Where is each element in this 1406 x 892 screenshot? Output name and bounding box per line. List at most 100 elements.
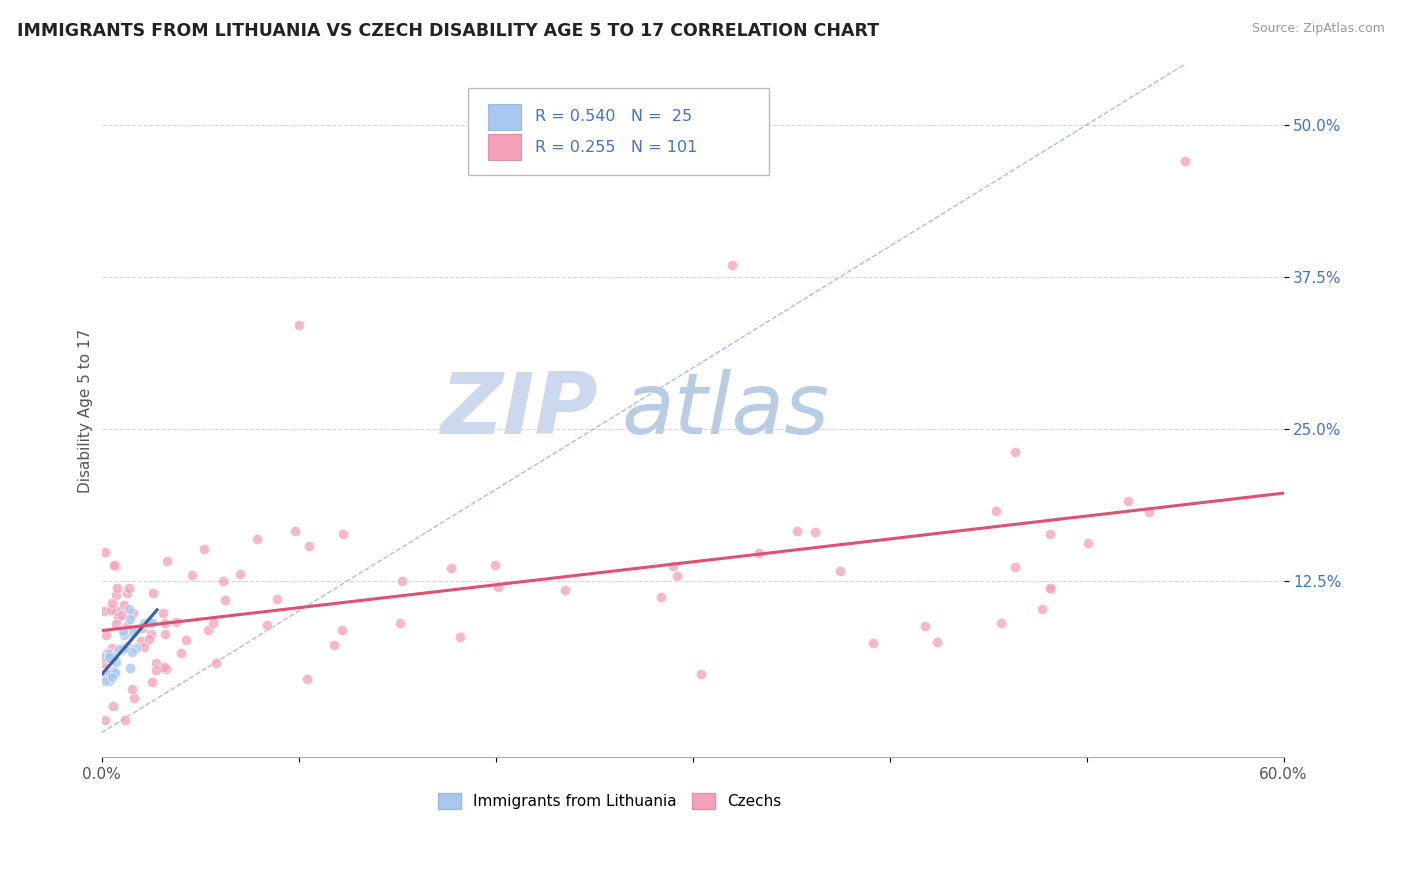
Point bbox=[1039, 581, 1062, 595]
Point bbox=[111, 642, 134, 657]
Point bbox=[181, 567, 204, 582]
Point bbox=[104, 588, 127, 602]
Point bbox=[94, 665, 117, 680]
Point bbox=[287, 318, 309, 333]
Point bbox=[111, 624, 134, 639]
Point bbox=[124, 641, 146, 656]
Point bbox=[145, 656, 167, 670]
Point bbox=[786, 524, 808, 538]
Point bbox=[914, 618, 936, 632]
Point bbox=[124, 622, 146, 636]
Point bbox=[104, 666, 127, 681]
FancyBboxPatch shape bbox=[468, 88, 769, 175]
Point bbox=[449, 630, 471, 644]
Point bbox=[114, 714, 136, 728]
Point bbox=[295, 672, 318, 686]
Point bbox=[98, 674, 121, 689]
Point bbox=[94, 714, 117, 728]
Point bbox=[132, 640, 155, 654]
Point bbox=[828, 564, 851, 578]
Point bbox=[122, 606, 145, 620]
Point bbox=[100, 603, 122, 617]
Point bbox=[141, 627, 163, 641]
Point bbox=[145, 663, 167, 677]
Y-axis label: Disability Age 5 to 17: Disability Age 5 to 17 bbox=[79, 328, 93, 492]
Point bbox=[108, 642, 131, 657]
Point bbox=[748, 546, 770, 560]
Point bbox=[96, 628, 118, 642]
Point bbox=[98, 650, 121, 665]
Point bbox=[129, 633, 152, 648]
Point bbox=[256, 618, 278, 632]
Point bbox=[103, 664, 125, 678]
Point bbox=[93, 604, 115, 618]
Point bbox=[193, 542, 215, 557]
Point bbox=[332, 623, 354, 637]
Point bbox=[332, 527, 354, 541]
Point bbox=[927, 634, 949, 648]
Text: atlas: atlas bbox=[621, 369, 830, 452]
Point bbox=[156, 554, 179, 568]
Point bbox=[104, 559, 127, 574]
Point bbox=[138, 632, 160, 647]
Point bbox=[100, 670, 122, 684]
Point bbox=[118, 601, 141, 615]
Point bbox=[117, 586, 139, 600]
Point bbox=[804, 524, 827, 539]
Point bbox=[120, 612, 142, 626]
Point bbox=[121, 682, 143, 697]
Point bbox=[118, 581, 141, 595]
Point bbox=[1004, 444, 1026, 458]
Point bbox=[103, 698, 125, 713]
Point bbox=[197, 623, 219, 637]
Point bbox=[114, 641, 136, 656]
Point bbox=[246, 532, 269, 546]
Text: R = 0.255   N = 101: R = 0.255 N = 101 bbox=[536, 140, 697, 154]
Point bbox=[440, 561, 463, 575]
Point bbox=[153, 627, 176, 641]
Point bbox=[141, 616, 163, 631]
Point bbox=[101, 596, 124, 610]
Point bbox=[139, 615, 162, 629]
Point bbox=[862, 636, 884, 650]
Point bbox=[112, 640, 135, 655]
Text: Source: ZipAtlas.com: Source: ZipAtlas.com bbox=[1251, 22, 1385, 36]
Point bbox=[689, 667, 711, 681]
Point bbox=[97, 651, 120, 665]
Point bbox=[984, 503, 1007, 517]
Point bbox=[1040, 582, 1063, 596]
Point bbox=[105, 603, 128, 617]
Point bbox=[486, 580, 509, 594]
Text: R = 0.540   N =  25: R = 0.540 N = 25 bbox=[536, 109, 693, 124]
Point bbox=[103, 558, 125, 572]
Point bbox=[214, 593, 236, 607]
Point bbox=[1004, 559, 1026, 574]
Point bbox=[204, 656, 226, 670]
Point bbox=[176, 633, 198, 648]
Point bbox=[484, 558, 506, 573]
Point bbox=[93, 649, 115, 664]
Point bbox=[166, 615, 188, 629]
Point bbox=[118, 661, 141, 675]
Point bbox=[107, 610, 129, 624]
Point bbox=[323, 638, 346, 652]
Point bbox=[266, 592, 288, 607]
Point bbox=[212, 574, 235, 589]
Point bbox=[284, 524, 307, 539]
Point bbox=[103, 649, 125, 664]
Point bbox=[155, 662, 177, 676]
Point bbox=[93, 656, 115, 670]
Point bbox=[112, 642, 135, 657]
Point bbox=[94, 674, 117, 689]
Point bbox=[96, 646, 118, 660]
Point bbox=[661, 558, 683, 573]
Point bbox=[121, 624, 143, 639]
Point bbox=[1077, 536, 1099, 550]
Point bbox=[721, 258, 744, 272]
Point bbox=[105, 655, 128, 669]
Point bbox=[101, 640, 124, 655]
Point bbox=[97, 647, 120, 661]
Point bbox=[1031, 602, 1053, 616]
Point bbox=[650, 590, 672, 604]
Point bbox=[1174, 154, 1197, 169]
